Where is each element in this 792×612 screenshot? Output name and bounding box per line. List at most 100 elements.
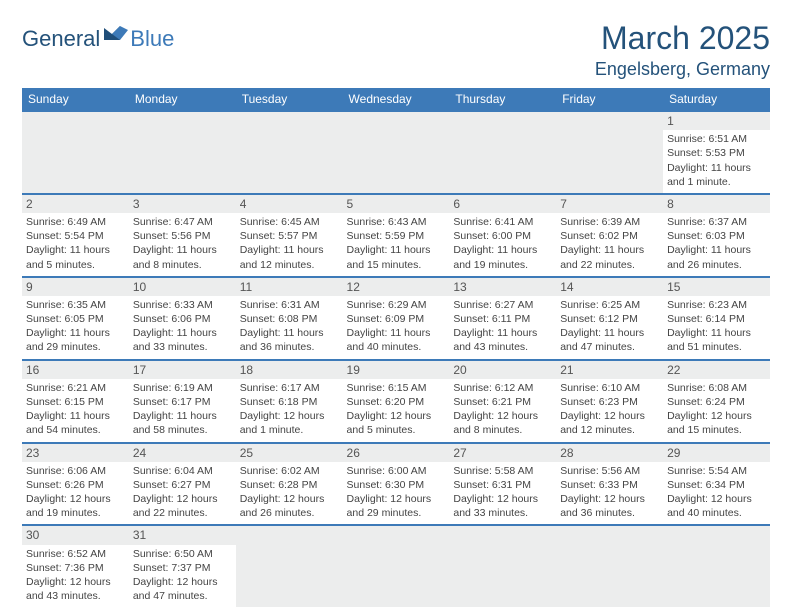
day-cell: 28Sunrise: 5:56 AMSunset: 6:33 PMDayligh…	[556, 443, 663, 526]
sunrise-text: Sunrise: 6:08 AM	[667, 381, 766, 395]
day-cell	[343, 111, 450, 194]
daylight-text: and 5 minutes.	[347, 423, 446, 437]
sunset-text: Sunset: 6:08 PM	[240, 312, 339, 326]
day-number: 25	[236, 444, 343, 462]
day-cell: 22Sunrise: 6:08 AMSunset: 6:24 PMDayligh…	[663, 360, 770, 443]
day-number: 7	[556, 195, 663, 213]
sunset-text: Sunset: 6:02 PM	[560, 229, 659, 243]
day-number: 17	[129, 361, 236, 379]
sunrise-text: Sunrise: 6:49 AM	[26, 215, 125, 229]
title-block: March 2025 Engelsberg, Germany	[595, 20, 770, 80]
day-cell	[663, 525, 770, 607]
daylight-text: and 54 minutes.	[26, 423, 125, 437]
sunrise-text: Sunrise: 6:12 AM	[453, 381, 552, 395]
sunset-text: Sunset: 6:31 PM	[453, 478, 552, 492]
sunrise-text: Sunrise: 6:52 AM	[26, 547, 125, 561]
day-number: 10	[129, 278, 236, 296]
day-number: 11	[236, 278, 343, 296]
daylight-text: Daylight: 11 hours	[667, 161, 766, 175]
day-number: 26	[343, 444, 450, 462]
week-row: 30Sunrise: 6:52 AMSunset: 7:36 PMDayligh…	[22, 525, 770, 607]
daylight-text: Daylight: 12 hours	[26, 575, 125, 589]
daylight-text: Daylight: 11 hours	[26, 243, 125, 257]
dayname: Friday	[556, 88, 663, 111]
sunset-text: Sunset: 7:36 PM	[26, 561, 125, 575]
sunset-text: Sunset: 6:11 PM	[453, 312, 552, 326]
day-number: 24	[129, 444, 236, 462]
sunrise-text: Sunrise: 6:15 AM	[347, 381, 446, 395]
day-number: 14	[556, 278, 663, 296]
logo: General Blue	[22, 20, 174, 53]
sunrise-text: Sunrise: 6:33 AM	[133, 298, 232, 312]
dayname: Tuesday	[236, 88, 343, 111]
day-cell: 12 Sunrise: 6:29 AMSunset: 6:09 PMDayligh…	[343, 277, 450, 360]
day-cell	[236, 525, 343, 607]
day-number: 12	[343, 278, 450, 296]
day-cell: 25Sunrise: 6:02 AMSunset: 6:28 PMDayligh…	[236, 443, 343, 526]
daylight-text: Daylight: 11 hours	[667, 243, 766, 257]
sunset-text: Sunset: 6:26 PM	[26, 478, 125, 492]
daylight-text: Daylight: 12 hours	[133, 575, 232, 589]
calendar-table: Sunday Monday Tuesday Wednesday Thursday…	[22, 88, 770, 607]
day-cell: 1Sunrise: 6:51 AMSunset: 5:53 PMDaylight…	[663, 111, 770, 194]
sunset-text: Sunset: 5:57 PM	[240, 229, 339, 243]
daylight-text: and 29 minutes.	[347, 506, 446, 520]
day-cell	[556, 111, 663, 194]
sunrise-text: Sunrise: 6:29 AM	[347, 298, 446, 312]
day-cell: 4Sunrise: 6:45 AMSunset: 5:57 PMDaylight…	[236, 194, 343, 277]
daylight-text: Daylight: 11 hours	[347, 326, 446, 340]
daylight-text: and 22 minutes.	[133, 506, 232, 520]
sunrise-text: Sunrise: 6:31 AM	[240, 298, 339, 312]
daylight-text: Daylight: 12 hours	[133, 492, 232, 506]
day-cell: 15Sunrise: 6:23 AMSunset: 6:14 PMDayligh…	[663, 277, 770, 360]
daylight-text: and 43 minutes.	[453, 340, 552, 354]
day-number: 5	[343, 195, 450, 213]
daylight-text: and 33 minutes.	[133, 340, 232, 354]
daylight-text: and 36 minutes.	[560, 506, 659, 520]
day-cell	[22, 111, 129, 194]
daylight-text: Daylight: 12 hours	[560, 492, 659, 506]
sunrise-text: Sunrise: 6:17 AM	[240, 381, 339, 395]
daylight-text: Daylight: 11 hours	[453, 243, 552, 257]
daylight-text: Daylight: 11 hours	[133, 326, 232, 340]
day-number: 21	[556, 361, 663, 379]
day-cell: 13Sunrise: 6:27 AMSunset: 6:11 PMDayligh…	[449, 277, 556, 360]
daylight-text: and 12 minutes.	[240, 258, 339, 272]
daylight-text: and 40 minutes.	[347, 340, 446, 354]
page-subtitle: Engelsberg, Germany	[595, 59, 770, 80]
day-cell: 24Sunrise: 6:04 AMSunset: 6:27 PMDayligh…	[129, 443, 236, 526]
sunset-text: Sunset: 6:17 PM	[133, 395, 232, 409]
sunrise-text: Sunrise: 6:43 AM	[347, 215, 446, 229]
day-number: 31	[129, 526, 236, 544]
day-number: 6	[449, 195, 556, 213]
day-cell: 16Sunrise: 6:21 AMSunset: 6:15 PMDayligh…	[22, 360, 129, 443]
sunrise-text: Sunrise: 6:00 AM	[347, 464, 446, 478]
day-number: 29	[663, 444, 770, 462]
daylight-text: Daylight: 12 hours	[240, 492, 339, 506]
sunset-text: Sunset: 6:09 PM	[347, 312, 446, 326]
sunrise-text: Sunrise: 6:35 AM	[26, 298, 125, 312]
sunrise-text: Sunrise: 6:04 AM	[133, 464, 232, 478]
day-cell: 29Sunrise: 5:54 AMSunset: 6:34 PMDayligh…	[663, 443, 770, 526]
daylight-text: and 51 minutes.	[667, 340, 766, 354]
day-cell: 26Sunrise: 6:00 AMSunset: 6:30 PMDayligh…	[343, 443, 450, 526]
day-number: 2	[22, 195, 129, 213]
day-cell: 18Sunrise: 6:17 AMSunset: 6:18 PMDayligh…	[236, 360, 343, 443]
daylight-text: and 47 minutes.	[133, 589, 232, 603]
daylight-text: and 47 minutes.	[560, 340, 659, 354]
daylight-text: Daylight: 12 hours	[560, 409, 659, 423]
sunrise-text: Sunrise: 5:58 AM	[453, 464, 552, 478]
daylight-text: and 22 minutes.	[560, 258, 659, 272]
daylight-text: Daylight: 11 hours	[240, 326, 339, 340]
sunrise-text: Sunrise: 6:25 AM	[560, 298, 659, 312]
daylight-text: Daylight: 12 hours	[667, 409, 766, 423]
day-number: 13	[449, 278, 556, 296]
sunrise-text: Sunrise: 6:51 AM	[667, 132, 766, 146]
week-row: 1Sunrise: 6:51 AMSunset: 5:53 PMDaylight…	[22, 111, 770, 194]
sunset-text: Sunset: 6:30 PM	[347, 478, 446, 492]
daylight-text: and 19 minutes.	[453, 258, 552, 272]
daylight-text: and 26 minutes.	[240, 506, 339, 520]
sunrise-text: Sunrise: 6:37 AM	[667, 215, 766, 229]
daylight-text: and 1 minute.	[240, 423, 339, 437]
day-cell	[343, 525, 450, 607]
